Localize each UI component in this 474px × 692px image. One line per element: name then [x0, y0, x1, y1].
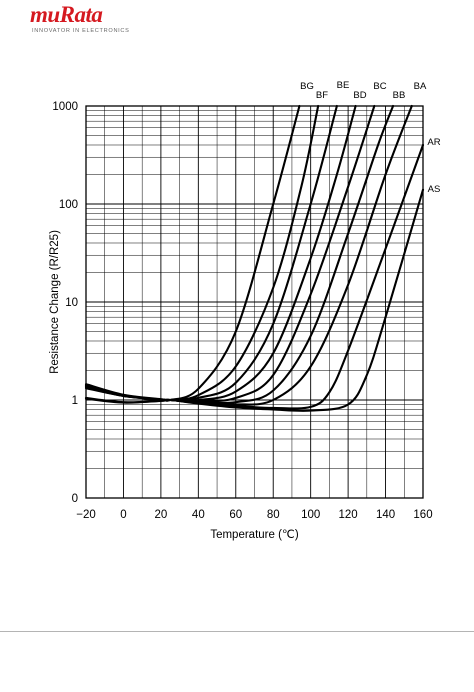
y-tick-label: 100 [59, 199, 78, 211]
series-label-bg: BG [300, 81, 314, 92]
brand-logo: muRata INNOVATOR IN ELECTRONICS [30, 2, 140, 42]
plot-frame [85, 105, 424, 499]
brand-tagline: INNOVATOR IN ELECTRONICS [32, 28, 130, 34]
x-tick-label: 160 [413, 509, 432, 521]
series-label-ba: BA [414, 81, 427, 92]
series-line-ba [84, 104, 413, 406]
series-label-be: BE [337, 80, 350, 91]
series-line-bc [84, 104, 376, 403]
series-line-bd [84, 104, 357, 402]
x-axis-label: Temperature (℃) [210, 529, 298, 541]
x-tick-label: 20 [154, 509, 167, 521]
x-tick-label: 60 [229, 509, 242, 521]
tick-labels: −20 0 20 40 60 80 100 120 140 160 0 1 10 100 1000 [52, 101, 432, 521]
series-label-as: AS [428, 184, 441, 195]
series-label-bf: BF [316, 90, 328, 101]
series-line-bg [84, 104, 301, 402]
series-line-bb [84, 104, 395, 405]
x-tick-label: 40 [192, 509, 205, 521]
brand-logo-text: muRata [30, 2, 102, 27]
series-label-bb: BB [393, 90, 406, 101]
x-tick-label: 100 [301, 509, 320, 521]
x-tick-label: 120 [339, 509, 358, 521]
series-label-bd: BD [353, 90, 366, 101]
x-tick-label: 140 [376, 509, 395, 521]
y-tick-label: 10 [65, 297, 78, 309]
series-lines [84, 104, 425, 412]
series-line-as [84, 188, 425, 412]
footer-divider [0, 631, 474, 632]
x-tick-label: 0 [120, 509, 126, 521]
y-tick-label: 1000 [52, 101, 78, 113]
x-tick-label: −20 [76, 509, 96, 521]
y-tick-label: 1 [72, 395, 78, 407]
x-tick-label: 80 [267, 509, 280, 521]
series-label-bc: BC [373, 81, 386, 92]
chart-grid [85, 106, 424, 499]
y-axis-label: Resistance Change (R/R25) [49, 230, 61, 374]
series-label-ar: AR [427, 137, 440, 148]
y-tick-label: 0 [72, 493, 78, 505]
